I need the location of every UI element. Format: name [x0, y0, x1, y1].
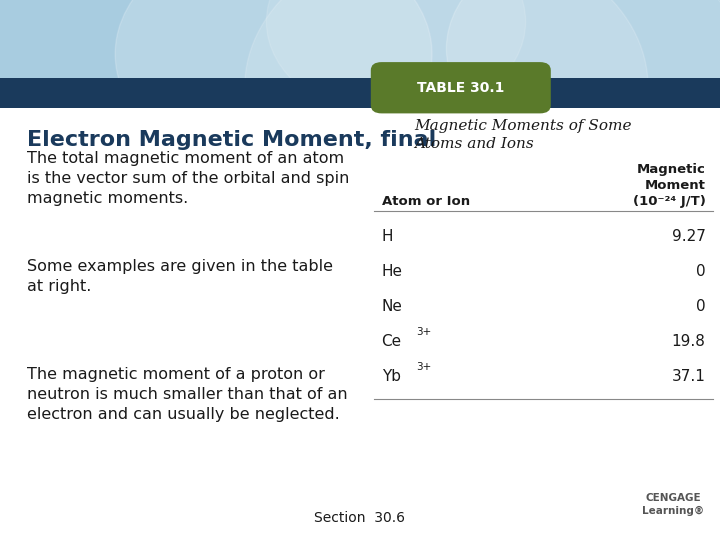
Text: The total magnetic moment of an atom
is the vector sum of the orbital and spin
m: The total magnetic moment of an atom is …	[27, 151, 350, 206]
FancyBboxPatch shape	[0, 78, 720, 108]
Text: Atom or Ion: Atom or Ion	[382, 195, 469, 208]
Text: Section  30.6: Section 30.6	[315, 511, 405, 525]
Text: CENGAGE
Learning®: CENGAGE Learning®	[642, 493, 704, 516]
FancyBboxPatch shape	[371, 62, 551, 113]
Text: He: He	[382, 264, 402, 279]
Text: 37.1: 37.1	[672, 369, 706, 384]
Text: 0: 0	[696, 299, 706, 314]
Text: Ne: Ne	[382, 299, 402, 314]
Text: 3+: 3+	[416, 362, 431, 372]
FancyBboxPatch shape	[0, 0, 720, 78]
Circle shape	[446, 0, 720, 157]
Text: TABLE 30.1: TABLE 30.1	[417, 81, 505, 94]
Text: Some examples are given in the table
at right.: Some examples are given in the table at …	[27, 259, 333, 294]
Circle shape	[245, 0, 648, 238]
Text: 0: 0	[696, 264, 706, 279]
Circle shape	[266, 0, 526, 119]
Circle shape	[115, 0, 432, 173]
Text: The magnetic moment of a proton or
neutron is much smaller than that of an
elect: The magnetic moment of a proton or neutr…	[27, 367, 348, 422]
Text: Magnetic
Moment
(10⁻²⁴ J/T): Magnetic Moment (10⁻²⁴ J/T)	[633, 163, 706, 208]
Text: Ce: Ce	[382, 334, 402, 349]
Text: 9.27: 9.27	[672, 229, 706, 244]
Text: 3+: 3+	[416, 327, 431, 337]
Text: Magnetic Moments of Some
Atoms and Ions: Magnetic Moments of Some Atoms and Ions	[414, 119, 631, 151]
Text: 19.8: 19.8	[672, 334, 706, 349]
Text: Electron Magnetic Moment, final: Electron Magnetic Moment, final	[27, 130, 436, 150]
Text: H: H	[382, 229, 393, 244]
Text: Yb: Yb	[382, 369, 400, 384]
